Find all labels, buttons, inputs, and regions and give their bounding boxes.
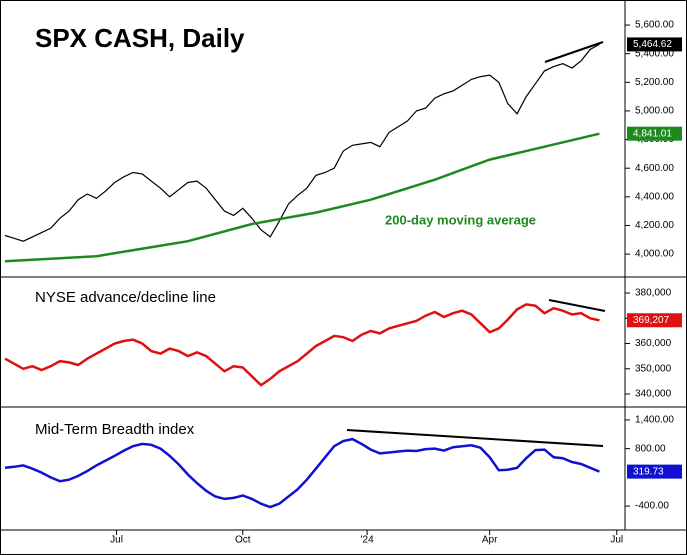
- y-tick-label: 4,200.00: [635, 220, 674, 231]
- x-tick-label: '24: [361, 535, 374, 546]
- y-tick-label: 340,000: [635, 389, 672, 400]
- end-label: 319.73: [633, 466, 664, 477]
- chart-title: SPX CASH, Daily: [35, 23, 245, 53]
- end-label-box: [627, 37, 682, 52]
- y-tick-label: 350,000: [635, 363, 672, 374]
- y-tick-label: 800.00: [635, 443, 666, 454]
- y-tick-label: 380,000: [635, 288, 672, 299]
- annotation: 200-day moving average: [385, 212, 536, 227]
- end-label: 4,841.01: [633, 128, 672, 139]
- series-line: [4, 437, 600, 509]
- end-label: 369,207: [633, 315, 670, 326]
- x-tick-label: Jul: [110, 535, 123, 546]
- trend-line: [346, 429, 604, 447]
- y-tick-label: 4,000.00: [635, 249, 674, 260]
- y-tick-label: 4,400.00: [635, 191, 674, 202]
- series-line: [4, 132, 600, 263]
- end-label-box: [627, 313, 682, 328]
- x-tick-label: Apr: [482, 535, 498, 546]
- y-tick-label: 4,600.00: [635, 163, 674, 174]
- end-label: 5,464.62: [633, 39, 672, 50]
- x-tick-label: Oct: [235, 535, 251, 546]
- y-tick-label: 1,400.00: [635, 415, 674, 426]
- x-tick-label: Jul: [610, 535, 623, 546]
- y-tick-label: 5,200.00: [635, 77, 674, 88]
- end-label-box: [627, 464, 682, 479]
- panel-title: Mid-Term Breadth index: [35, 421, 195, 438]
- end-label-box: [627, 126, 682, 141]
- series-line: [4, 303, 600, 387]
- trend-line: [544, 41, 604, 63]
- y-tick-label: 5,000.00: [635, 106, 674, 117]
- y-tick-label: 5,600.00: [635, 20, 674, 31]
- y-tick-label: 5,400.00: [635, 48, 674, 59]
- panel-title: NYSE advance/decline line: [35, 289, 216, 306]
- trend-line: [548, 299, 606, 312]
- y-tick-label: -400.00: [635, 501, 669, 512]
- y-tick-label: 360,000: [635, 338, 672, 349]
- series-line: [4, 43, 600, 242]
